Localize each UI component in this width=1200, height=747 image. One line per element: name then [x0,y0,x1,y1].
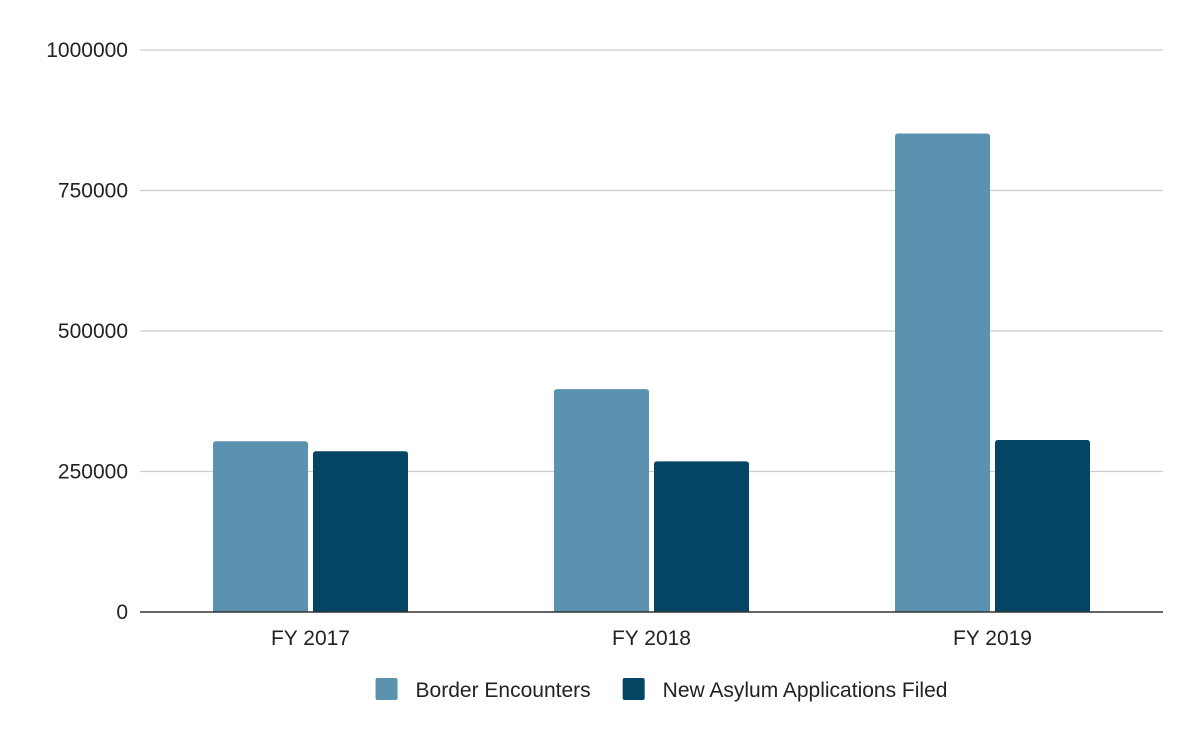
y-tick-label: 750000 [58,180,128,203]
bar-border-encounters-fy-2017 [213,441,308,612]
bar-border-encounters-fy-2019 [895,133,990,612]
y-tick-label: 0 [116,601,128,624]
bar-new-asylum-applications-filed-fy-2018 [654,461,749,612]
legend-label: Border Encounters [416,679,591,702]
bars [213,133,1090,612]
x-axis-tick-labels: FY 2017 FY 2018 FY 2019 [271,627,1032,650]
x-tick-label: FY 2019 [953,627,1032,650]
legend: Border Encounters New Asylum Applications… [375,678,948,702]
x-tick-label: FY 2018 [612,627,691,650]
y-tick-label: 250000 [58,461,128,484]
x-tick-label: FY 2017 [271,627,350,650]
legend-swatch [622,678,645,700]
legend-swatch [375,678,398,700]
bar-border-encounters-fy-2018 [554,389,649,612]
y-tick-label: 1000000 [46,39,128,62]
y-tick-label: 500000 [58,320,128,343]
bar-new-asylum-applications-filed-fy-2017 [313,451,408,612]
y-axis-tick-labels: 0 250000 500000 750000 1000000 [46,39,128,624]
legend-label: New Asylum Applications Filed [663,679,948,702]
grid-lines [140,49,1163,473]
bar-new-asylum-applications-filed-fy-2019 [995,440,1090,612]
